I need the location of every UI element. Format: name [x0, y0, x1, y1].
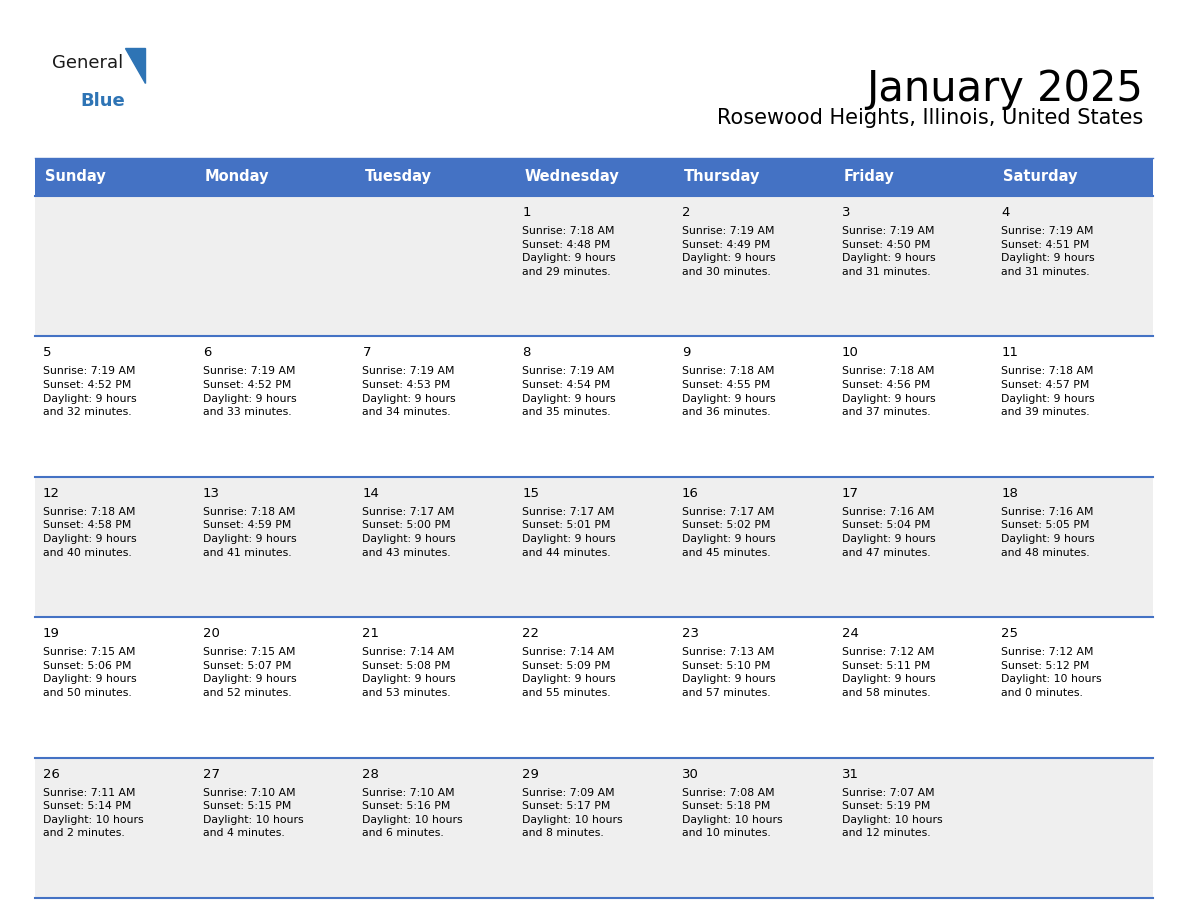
Text: Sunrise: 7:19 AM
Sunset: 4:52 PM
Daylight: 9 hours
and 32 minutes.: Sunrise: 7:19 AM Sunset: 4:52 PM Dayligh…: [43, 366, 137, 417]
Text: 19: 19: [43, 627, 59, 640]
Text: 16: 16: [682, 487, 699, 499]
Text: 10: 10: [841, 346, 859, 360]
Text: 30: 30: [682, 767, 699, 780]
Text: 4: 4: [1001, 206, 1010, 219]
Text: Monday: Monday: [204, 170, 270, 185]
Text: 11: 11: [1001, 346, 1018, 360]
Text: Blue: Blue: [80, 92, 125, 110]
Polygon shape: [125, 48, 145, 83]
Text: 17: 17: [841, 487, 859, 499]
Text: Sunrise: 7:19 AM
Sunset: 4:53 PM
Daylight: 9 hours
and 34 minutes.: Sunrise: 7:19 AM Sunset: 4:53 PM Dayligh…: [362, 366, 456, 417]
Text: Sunday: Sunday: [45, 170, 106, 185]
Text: Sunrise: 7:17 AM
Sunset: 5:00 PM
Daylight: 9 hours
and 43 minutes.: Sunrise: 7:17 AM Sunset: 5:00 PM Dayligh…: [362, 507, 456, 557]
Text: 8: 8: [523, 346, 531, 360]
Text: 7: 7: [362, 346, 371, 360]
Text: Tuesday: Tuesday: [365, 170, 431, 185]
Text: Saturday: Saturday: [1004, 170, 1078, 185]
Text: Sunrise: 7:15 AM
Sunset: 5:07 PM
Daylight: 9 hours
and 52 minutes.: Sunrise: 7:15 AM Sunset: 5:07 PM Dayligh…: [203, 647, 296, 698]
Text: January 2025: January 2025: [866, 68, 1143, 110]
Text: 27: 27: [203, 767, 220, 780]
Bar: [34, 476, 1154, 617]
Text: Sunrise: 7:19 AM
Sunset: 4:54 PM
Daylight: 9 hours
and 35 minutes.: Sunrise: 7:19 AM Sunset: 4:54 PM Dayligh…: [523, 366, 615, 417]
Text: 20: 20: [203, 627, 220, 640]
Text: 14: 14: [362, 487, 379, 499]
Text: Sunrise: 7:18 AM
Sunset: 4:59 PM
Daylight: 9 hours
and 41 minutes.: Sunrise: 7:18 AM Sunset: 4:59 PM Dayligh…: [203, 507, 296, 557]
Text: Sunrise: 7:18 AM
Sunset: 4:55 PM
Daylight: 9 hours
and 36 minutes.: Sunrise: 7:18 AM Sunset: 4:55 PM Dayligh…: [682, 366, 776, 417]
Bar: [34, 336, 1154, 476]
Text: General: General: [52, 54, 124, 72]
Text: Sunrise: 7:17 AM
Sunset: 5:01 PM
Daylight: 9 hours
and 44 minutes.: Sunrise: 7:17 AM Sunset: 5:01 PM Dayligh…: [523, 507, 615, 557]
Text: 1: 1: [523, 206, 531, 219]
Text: Friday: Friday: [843, 170, 895, 185]
Text: Rosewood Heights, Illinois, United States: Rosewood Heights, Illinois, United State…: [716, 108, 1143, 128]
Text: Sunrise: 7:18 AM
Sunset: 4:58 PM
Daylight: 9 hours
and 40 minutes.: Sunrise: 7:18 AM Sunset: 4:58 PM Dayligh…: [43, 507, 137, 557]
Text: 2: 2: [682, 206, 690, 219]
Text: Sunrise: 7:08 AM
Sunset: 5:18 PM
Daylight: 10 hours
and 10 minutes.: Sunrise: 7:08 AM Sunset: 5:18 PM Dayligh…: [682, 788, 783, 838]
Text: Sunrise: 7:11 AM
Sunset: 5:14 PM
Daylight: 10 hours
and 2 minutes.: Sunrise: 7:11 AM Sunset: 5:14 PM Dayligh…: [43, 788, 144, 838]
Text: 31: 31: [841, 767, 859, 780]
Text: Thursday: Thursday: [684, 170, 760, 185]
Bar: [34, 196, 1154, 336]
Text: Sunrise: 7:18 AM
Sunset: 4:48 PM
Daylight: 9 hours
and 29 minutes.: Sunrise: 7:18 AM Sunset: 4:48 PM Dayligh…: [523, 226, 615, 277]
Text: 15: 15: [523, 487, 539, 499]
Text: 28: 28: [362, 767, 379, 780]
Text: 29: 29: [523, 767, 539, 780]
Text: 9: 9: [682, 346, 690, 360]
Text: 6: 6: [203, 346, 211, 360]
Text: Sunrise: 7:12 AM
Sunset: 5:11 PM
Daylight: 9 hours
and 58 minutes.: Sunrise: 7:12 AM Sunset: 5:11 PM Dayligh…: [841, 647, 935, 698]
Text: 23: 23: [682, 627, 699, 640]
Text: Sunrise: 7:19 AM
Sunset: 4:52 PM
Daylight: 9 hours
and 33 minutes.: Sunrise: 7:19 AM Sunset: 4:52 PM Dayligh…: [203, 366, 296, 417]
Text: 24: 24: [841, 627, 859, 640]
Text: Sunrise: 7:16 AM
Sunset: 5:05 PM
Daylight: 9 hours
and 48 minutes.: Sunrise: 7:16 AM Sunset: 5:05 PM Dayligh…: [1001, 507, 1095, 557]
Text: Sunrise: 7:19 AM
Sunset: 4:51 PM
Daylight: 9 hours
and 31 minutes.: Sunrise: 7:19 AM Sunset: 4:51 PM Dayligh…: [1001, 226, 1095, 277]
Text: 25: 25: [1001, 627, 1018, 640]
Text: Sunrise: 7:18 AM
Sunset: 4:57 PM
Daylight: 9 hours
and 39 minutes.: Sunrise: 7:18 AM Sunset: 4:57 PM Dayligh…: [1001, 366, 1095, 417]
Text: Sunrise: 7:13 AM
Sunset: 5:10 PM
Daylight: 9 hours
and 57 minutes.: Sunrise: 7:13 AM Sunset: 5:10 PM Dayligh…: [682, 647, 776, 698]
Text: 18: 18: [1001, 487, 1018, 499]
Text: 21: 21: [362, 627, 379, 640]
Text: Sunrise: 7:10 AM
Sunset: 5:16 PM
Daylight: 10 hours
and 6 minutes.: Sunrise: 7:10 AM Sunset: 5:16 PM Dayligh…: [362, 788, 463, 838]
Text: Sunrise: 7:17 AM
Sunset: 5:02 PM
Daylight: 9 hours
and 45 minutes.: Sunrise: 7:17 AM Sunset: 5:02 PM Dayligh…: [682, 507, 776, 557]
Text: Wednesday: Wednesday: [524, 170, 619, 185]
Text: Sunrise: 7:12 AM
Sunset: 5:12 PM
Daylight: 10 hours
and 0 minutes.: Sunrise: 7:12 AM Sunset: 5:12 PM Dayligh…: [1001, 647, 1102, 698]
Text: Sunrise: 7:16 AM
Sunset: 5:04 PM
Daylight: 9 hours
and 47 minutes.: Sunrise: 7:16 AM Sunset: 5:04 PM Dayligh…: [841, 507, 935, 557]
Text: 3: 3: [841, 206, 851, 219]
Text: Sunrise: 7:14 AM
Sunset: 5:09 PM
Daylight: 9 hours
and 55 minutes.: Sunrise: 7:14 AM Sunset: 5:09 PM Dayligh…: [523, 647, 615, 698]
Bar: [34, 158, 1154, 196]
Text: Sunrise: 7:18 AM
Sunset: 4:56 PM
Daylight: 9 hours
and 37 minutes.: Sunrise: 7:18 AM Sunset: 4:56 PM Dayligh…: [841, 366, 935, 417]
Text: Sunrise: 7:10 AM
Sunset: 5:15 PM
Daylight: 10 hours
and 4 minutes.: Sunrise: 7:10 AM Sunset: 5:15 PM Dayligh…: [203, 788, 303, 838]
Text: Sunrise: 7:07 AM
Sunset: 5:19 PM
Daylight: 10 hours
and 12 minutes.: Sunrise: 7:07 AM Sunset: 5:19 PM Dayligh…: [841, 788, 942, 838]
Text: 5: 5: [43, 346, 51, 360]
Text: 12: 12: [43, 487, 61, 499]
Text: 13: 13: [203, 487, 220, 499]
Text: Sunrise: 7:14 AM
Sunset: 5:08 PM
Daylight: 9 hours
and 53 minutes.: Sunrise: 7:14 AM Sunset: 5:08 PM Dayligh…: [362, 647, 456, 698]
Text: 26: 26: [43, 767, 59, 780]
Text: Sunrise: 7:15 AM
Sunset: 5:06 PM
Daylight: 9 hours
and 50 minutes.: Sunrise: 7:15 AM Sunset: 5:06 PM Dayligh…: [43, 647, 137, 698]
Bar: [34, 757, 1154, 898]
Bar: [34, 617, 1154, 757]
Text: Sunrise: 7:09 AM
Sunset: 5:17 PM
Daylight: 10 hours
and 8 minutes.: Sunrise: 7:09 AM Sunset: 5:17 PM Dayligh…: [523, 788, 623, 838]
Text: 22: 22: [523, 627, 539, 640]
Text: Sunrise: 7:19 AM
Sunset: 4:49 PM
Daylight: 9 hours
and 30 minutes.: Sunrise: 7:19 AM Sunset: 4:49 PM Dayligh…: [682, 226, 776, 277]
Text: Sunrise: 7:19 AM
Sunset: 4:50 PM
Daylight: 9 hours
and 31 minutes.: Sunrise: 7:19 AM Sunset: 4:50 PM Dayligh…: [841, 226, 935, 277]
